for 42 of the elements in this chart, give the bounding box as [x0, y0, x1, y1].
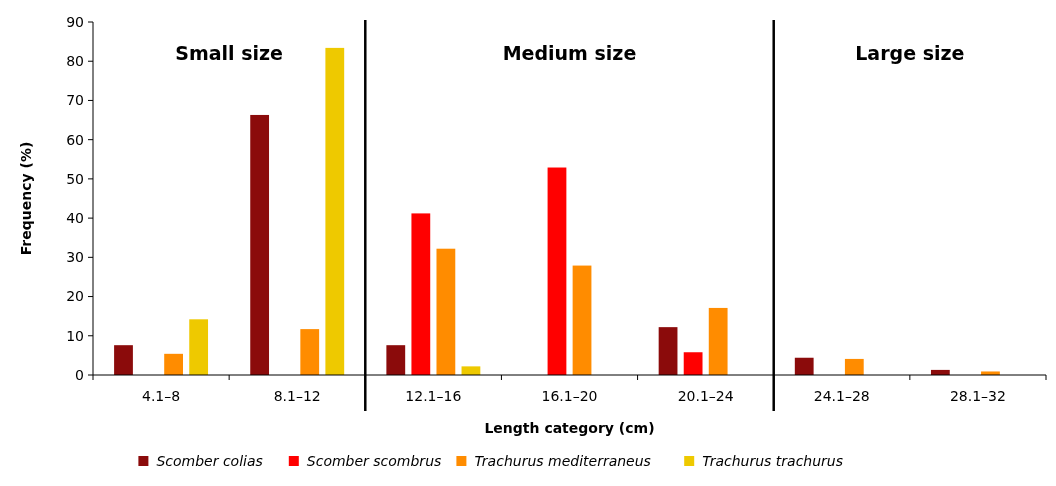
bar — [250, 114, 270, 375]
x-axis-title: Length category (cm) — [484, 420, 655, 436]
bar — [411, 213, 431, 375]
bar — [325, 47, 345, 375]
legend-label: Trachurus mediterraneus — [474, 453, 651, 469]
legend-label: Trachurus trachurus — [702, 453, 844, 469]
y-tick-label: 70 — [66, 92, 84, 109]
y-tick-label: 30 — [66, 249, 84, 266]
bar — [572, 265, 592, 375]
bar — [386, 345, 406, 375]
annotation: Medium size — [502, 42, 637, 64]
x-tick-label: 16.1–20 — [541, 388, 598, 404]
bar — [189, 319, 209, 375]
bar — [844, 358, 864, 375]
y-tick-label: 20 — [66, 288, 84, 305]
bar — [683, 352, 703, 375]
y-tick-label: 50 — [66, 170, 84, 187]
bar — [794, 357, 814, 375]
x-tick-label: 4.1–8 — [141, 388, 181, 404]
legend-label: Scomber scombrus — [306, 453, 442, 469]
bar — [300, 329, 320, 375]
y-tick-label: 0 — [75, 366, 84, 383]
bar — [114, 345, 133, 375]
bar — [547, 167, 567, 375]
y-tick-label: 10 — [66, 327, 84, 344]
x-tick-label: 8.1–12 — [273, 388, 321, 404]
y-tick-label: 90 — [66, 13, 84, 30]
bar — [164, 353, 183, 375]
y-axis-title: Frequency (%) — [18, 141, 34, 256]
annotation: Large size — [855, 42, 965, 64]
bar — [436, 248, 456, 375]
y-tick-label: 60 — [66, 131, 84, 148]
bar — [708, 307, 728, 375]
y-tick-label: 40 — [66, 210, 84, 227]
x-tick-label: 20.1–24 — [677, 388, 734, 404]
x-tick-label: 12.1–16 — [405, 388, 462, 404]
x-tick-label: 24.1–28 — [813, 388, 870, 404]
legend-label: Scomber colias — [156, 453, 263, 469]
x-tick-label: 28.1–32 — [949, 388, 1006, 404]
annotation: Small size — [175, 42, 283, 64]
bar — [658, 327, 678, 375]
y-tick-label: 80 — [66, 53, 84, 70]
